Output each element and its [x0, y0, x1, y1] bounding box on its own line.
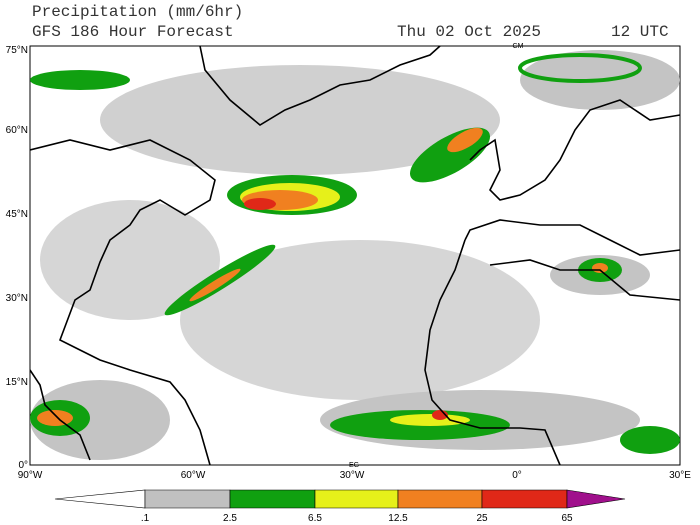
- colorbar-segment: [481, 489, 568, 509]
- colorbar-label: 65: [561, 513, 573, 524]
- marker-label: EG: [349, 462, 359, 469]
- colorbar-segment: [314, 489, 399, 509]
- lon-label: 90°W: [18, 470, 43, 481]
- lon-label: 30°W: [340, 470, 365, 481]
- time: 12 UTC: [611, 23, 669, 41]
- colorbar-segment: [144, 489, 231, 509]
- marker-label: CM: [513, 43, 524, 50]
- lon-label: 30°E: [669, 470, 691, 481]
- lat-label: 0°: [18, 460, 28, 471]
- colorbar: .1 2.5 6.5 12.5 25 65: [54, 489, 626, 524]
- colorbar-label: 2.5: [223, 513, 237, 524]
- colorbar-label: 25: [476, 513, 488, 524]
- lat-label: 15°N: [6, 377, 28, 388]
- date: Thu 02 Oct 2025: [397, 23, 541, 41]
- coastlines: [30, 46, 680, 465]
- lat-label: 75°N: [6, 45, 28, 56]
- lat-label: 60°N: [6, 125, 28, 136]
- colorbar-segment: [566, 489, 626, 509]
- lat-label: 45°N: [6, 209, 28, 220]
- lon-label: 60°W: [181, 470, 206, 481]
- precip-field: [30, 50, 680, 460]
- colorbar-label: 12.5: [388, 513, 408, 524]
- colorbar-segment: [397, 489, 483, 509]
- colorbar-label: 6.5: [308, 513, 322, 524]
- colorbar-label: .1: [141, 513, 150, 524]
- subtitle: GFS 186 Hour Forecast: [32, 23, 234, 41]
- colorbar-segment: [54, 489, 146, 509]
- map: [29, 45, 681, 466]
- colorbar-segment: [229, 489, 316, 509]
- lat-label: 30°N: [6, 293, 28, 304]
- title: Precipitation (mm/6hr): [32, 3, 243, 21]
- lon-label: 0°: [512, 470, 522, 481]
